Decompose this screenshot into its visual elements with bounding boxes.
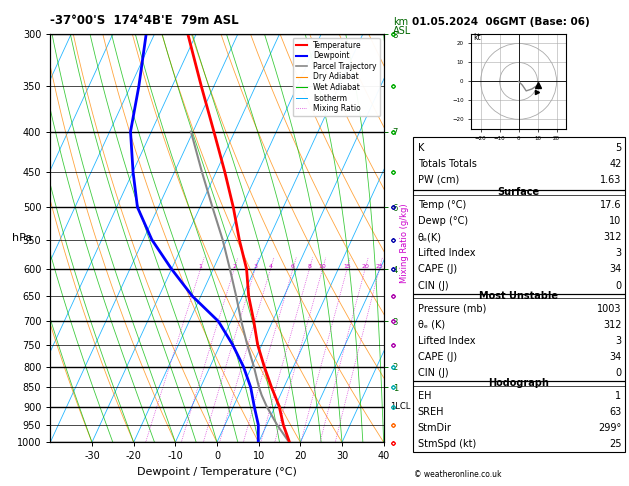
- Text: 15: 15: [343, 264, 351, 269]
- Text: 25: 25: [376, 264, 383, 269]
- Text: PW (cm): PW (cm): [418, 174, 459, 185]
- Text: 1.63: 1.63: [600, 174, 621, 185]
- Text: SREH: SREH: [418, 407, 444, 417]
- Text: 1: 1: [615, 391, 621, 401]
- Text: 0: 0: [615, 280, 621, 291]
- Text: 3: 3: [615, 336, 621, 346]
- Text: 34: 34: [610, 264, 621, 275]
- Text: θₑ (K): θₑ (K): [418, 320, 445, 330]
- Text: 10: 10: [319, 264, 326, 269]
- Text: CIN (J): CIN (J): [418, 368, 448, 378]
- Text: -37°00'S  174°4B'E  79m ASL: -37°00'S 174°4B'E 79m ASL: [50, 14, 239, 27]
- Text: Dewp (°C): Dewp (°C): [418, 216, 468, 226]
- Text: Temp (°C): Temp (°C): [418, 200, 466, 210]
- Text: CIN (J): CIN (J): [418, 280, 448, 291]
- Text: StmDir: StmDir: [418, 423, 452, 434]
- Text: 63: 63: [610, 407, 621, 417]
- Text: EH: EH: [418, 391, 431, 401]
- Text: 34: 34: [610, 352, 621, 362]
- Text: 1: 1: [199, 264, 203, 269]
- Text: 1LCL: 1LCL: [391, 402, 411, 411]
- Text: Hodograph: Hodograph: [488, 379, 549, 388]
- Text: 8: 8: [308, 264, 311, 269]
- Text: Lifted Index: Lifted Index: [418, 336, 475, 346]
- Text: kt: kt: [473, 33, 481, 42]
- Text: 2: 2: [232, 264, 237, 269]
- Text: ASL: ASL: [393, 26, 411, 36]
- Text: Totals Totals: Totals Totals: [418, 158, 477, 169]
- Text: 312: 312: [603, 320, 621, 330]
- Text: 5: 5: [615, 142, 621, 153]
- Text: km: km: [393, 17, 408, 27]
- Text: 20: 20: [361, 264, 369, 269]
- Text: Pressure (mb): Pressure (mb): [418, 304, 486, 314]
- Text: Most Unstable: Most Unstable: [479, 291, 558, 301]
- Text: 1003: 1003: [597, 304, 621, 314]
- Text: 4: 4: [269, 264, 272, 269]
- Text: Surface: Surface: [498, 188, 540, 197]
- Text: 25: 25: [609, 439, 621, 450]
- X-axis label: Dewpoint / Temperature (°C): Dewpoint / Temperature (°C): [137, 467, 297, 477]
- Text: 299°: 299°: [598, 423, 621, 434]
- Text: 10: 10: [610, 216, 621, 226]
- Text: © weatheronline.co.uk: © weatheronline.co.uk: [414, 469, 501, 479]
- Text: 42: 42: [609, 158, 621, 169]
- Text: K: K: [418, 142, 424, 153]
- Text: 3: 3: [615, 248, 621, 259]
- Text: 17.6: 17.6: [600, 200, 621, 210]
- Legend: Temperature, Dewpoint, Parcel Trajectory, Dry Adiabat, Wet Adiabat, Isotherm, Mi: Temperature, Dewpoint, Parcel Trajectory…: [292, 38, 380, 116]
- Text: CAPE (J): CAPE (J): [418, 352, 457, 362]
- Text: 0: 0: [615, 368, 621, 378]
- Text: 3: 3: [253, 264, 257, 269]
- Text: hPa: hPa: [12, 233, 32, 243]
- Text: CAPE (J): CAPE (J): [418, 264, 457, 275]
- Text: 01.05.2024  06GMT (Base: 06): 01.05.2024 06GMT (Base: 06): [412, 17, 590, 27]
- Text: StmSpd (kt): StmSpd (kt): [418, 439, 476, 450]
- Text: Lifted Index: Lifted Index: [418, 248, 475, 259]
- Text: 312: 312: [603, 232, 621, 243]
- Text: Mixing Ratio (g/kg): Mixing Ratio (g/kg): [400, 203, 409, 283]
- Text: θₑ(K): θₑ(K): [418, 232, 442, 243]
- Text: 6: 6: [291, 264, 295, 269]
